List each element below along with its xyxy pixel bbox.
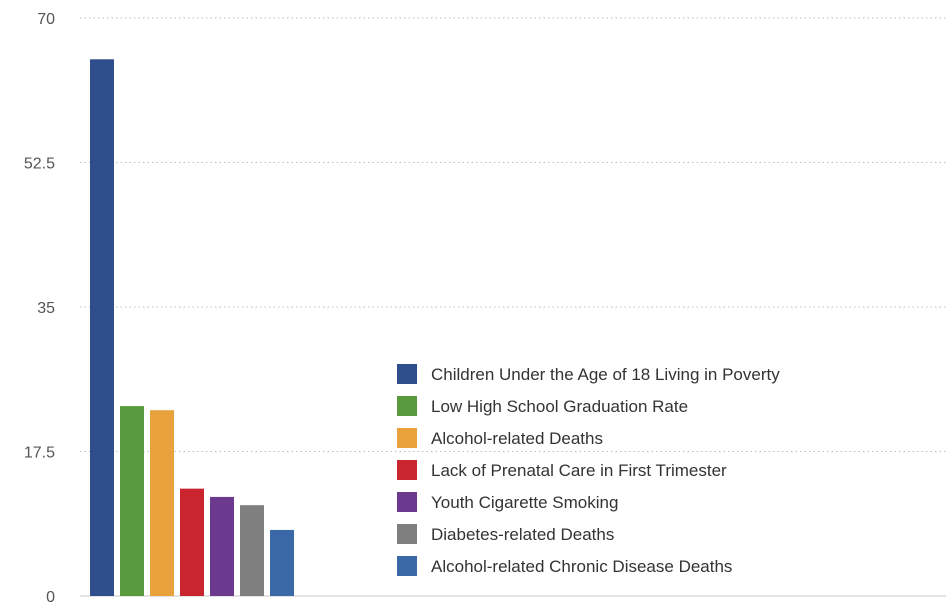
- legend-item: Low High School Graduation Rate: [397, 396, 688, 416]
- legend-swatch: [397, 492, 417, 512]
- legend: Children Under the Age of 18 Living in P…: [397, 364, 780, 576]
- legend-label: Children Under the Age of 18 Living in P…: [431, 365, 780, 384]
- legend-item: Youth Cigarette Smoking: [397, 492, 618, 512]
- legend-item: Alcohol-related Deaths: [397, 428, 603, 448]
- bar: [180, 488, 204, 596]
- y-tick-label: 52.5: [24, 156, 55, 173]
- legend-item: Children Under the Age of 18 Living in P…: [397, 364, 780, 384]
- legend-item: Alcohol-related Chronic Disease Deaths: [397, 556, 732, 576]
- legend-label: Lack of Prenatal Care in First Trimester: [431, 461, 727, 480]
- legend-item: Diabetes-related Deaths: [397, 524, 614, 544]
- legend-swatch: [397, 524, 417, 544]
- y-tick-label: 70: [37, 11, 55, 28]
- bar: [270, 529, 294, 596]
- legend-label: Low High School Graduation Rate: [431, 397, 688, 416]
- bars: [90, 59, 294, 597]
- legend-swatch: [397, 364, 417, 384]
- legend-swatch: [397, 460, 417, 480]
- legend-swatch: [397, 396, 417, 416]
- y-tick-label: 17.5: [24, 445, 55, 462]
- legend-label: Alcohol-related Deaths: [431, 429, 603, 448]
- bar: [120, 406, 144, 596]
- bar: [90, 59, 114, 597]
- bar: [150, 410, 174, 596]
- bar: [240, 505, 264, 596]
- legend-label: Youth Cigarette Smoking: [431, 493, 618, 512]
- y-tick-label: 0: [46, 589, 55, 606]
- y-tick-label: 35: [37, 300, 55, 317]
- legend-swatch: [397, 428, 417, 448]
- legend-label: Alcohol-related Chronic Disease Deaths: [431, 557, 732, 576]
- y-axis: 0 17.5 35 52.5 70: [24, 11, 55, 606]
- bar: [210, 496, 234, 596]
- legend-item: Lack of Prenatal Care in First Trimester: [397, 460, 727, 480]
- legend-swatch: [397, 556, 417, 576]
- legend-label: Diabetes-related Deaths: [431, 525, 614, 544]
